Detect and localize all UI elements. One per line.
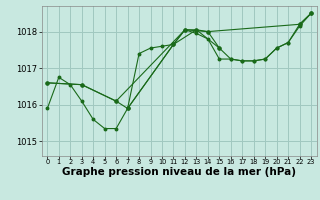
X-axis label: Graphe pression niveau de la mer (hPa): Graphe pression niveau de la mer (hPa) <box>62 167 296 177</box>
